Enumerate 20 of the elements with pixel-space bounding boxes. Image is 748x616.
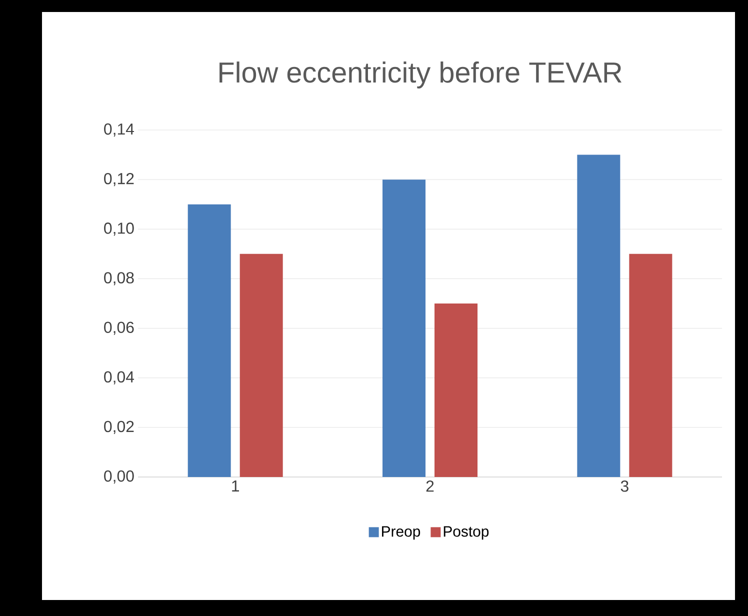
x-tick-label: 3	[620, 480, 628, 492]
bar	[188, 204, 231, 477]
legend-label: Preop	[382, 526, 420, 540]
bar	[240, 254, 283, 477]
y-tick-label: 0,00	[104, 470, 134, 484]
chart-title: Flow eccentricity before TEVAR	[220, 62, 622, 88]
x-tick-label: 2	[426, 480, 434, 492]
bar	[577, 154, 620, 477]
y-tick-label: 0,14	[104, 123, 134, 137]
y-tick-label: 0,04	[104, 371, 134, 384]
y-tick-label: 0,06	[104, 322, 134, 335]
y-tick-label: 0,10	[104, 222, 134, 236]
bar	[382, 180, 426, 477]
x-tick-label: 1	[232, 480, 239, 492]
y-tick-label: 0,12	[104, 172, 134, 186]
bar	[434, 303, 478, 477]
legend-label: Postop	[444, 526, 489, 540]
y-tick-label: 0,02	[104, 420, 134, 434]
y-tick-label: 0,08	[104, 272, 134, 286]
bar	[629, 254, 672, 477]
